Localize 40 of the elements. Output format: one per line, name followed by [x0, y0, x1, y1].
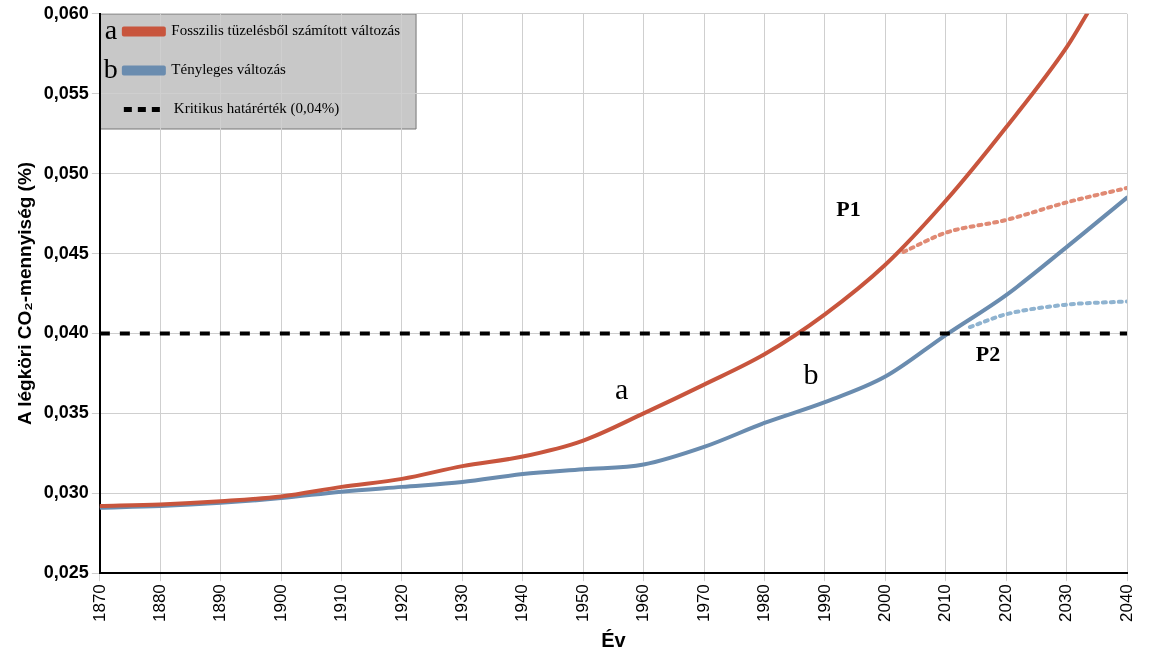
x-tick-label: 1980 [754, 584, 774, 623]
y-axis-title: A légköri CO₂-mennyiség (%) [13, 161, 35, 426]
annotation: P2 [975, 340, 1001, 366]
x-tick-label: 1970 [693, 584, 713, 623]
annotation: b [803, 357, 819, 391]
y-tick-label: 0,030 [43, 482, 89, 503]
y-tick-label: 0,055 [43, 82, 89, 103]
y-tick-label: 0,050 [43, 162, 89, 183]
y-tick-label: 0,045 [43, 242, 89, 263]
annotation: b [103, 52, 118, 84]
y-tick-label: 0,060 [43, 2, 89, 23]
x-tick-label: 2020 [995, 584, 1015, 623]
x-tick-label: 1890 [210, 584, 230, 623]
x-tick-label: 2040 [1116, 584, 1136, 623]
x-tick-label: 1900 [270, 584, 290, 623]
y-tick-label: 0,040 [43, 322, 89, 343]
x-tick-label: 1910 [331, 584, 351, 623]
legend-label: Kritikus határérték (0,04%) [173, 100, 340, 118]
annotation: a [104, 13, 118, 45]
legend-label: Tényleges változás [171, 61, 287, 78]
annotation: a [614, 372, 629, 406]
x-tick-label: 1950 [572, 584, 592, 623]
x-tick-label: 2010 [935, 584, 955, 623]
x-tick-label: 1930 [452, 584, 472, 623]
line-series [967, 299, 1127, 330]
x-tick-label: 1870 [89, 584, 109, 623]
x-tick-label: 2000 [875, 584, 894, 623]
x-tick-label: 1920 [391, 584, 411, 623]
x-tick-label: 1960 [633, 584, 653, 623]
annotation: P1 [836, 195, 861, 221]
legend-label: Fosszilis tüzelésből számított változás [171, 22, 401, 39]
x-tick-label: 1990 [814, 584, 834, 623]
line-series [901, 186, 1127, 254]
x-tick-label: 1880 [149, 584, 169, 623]
line-series [99, 13, 1090, 509]
x-tick-label: 2030 [1056, 584, 1076, 623]
x-tick-label: 1940 [512, 584, 532, 623]
x-axis-title: Év [601, 628, 627, 651]
y-tick-label: 0,025 [43, 562, 89, 583]
y-tick-label: 0,035 [43, 402, 89, 423]
